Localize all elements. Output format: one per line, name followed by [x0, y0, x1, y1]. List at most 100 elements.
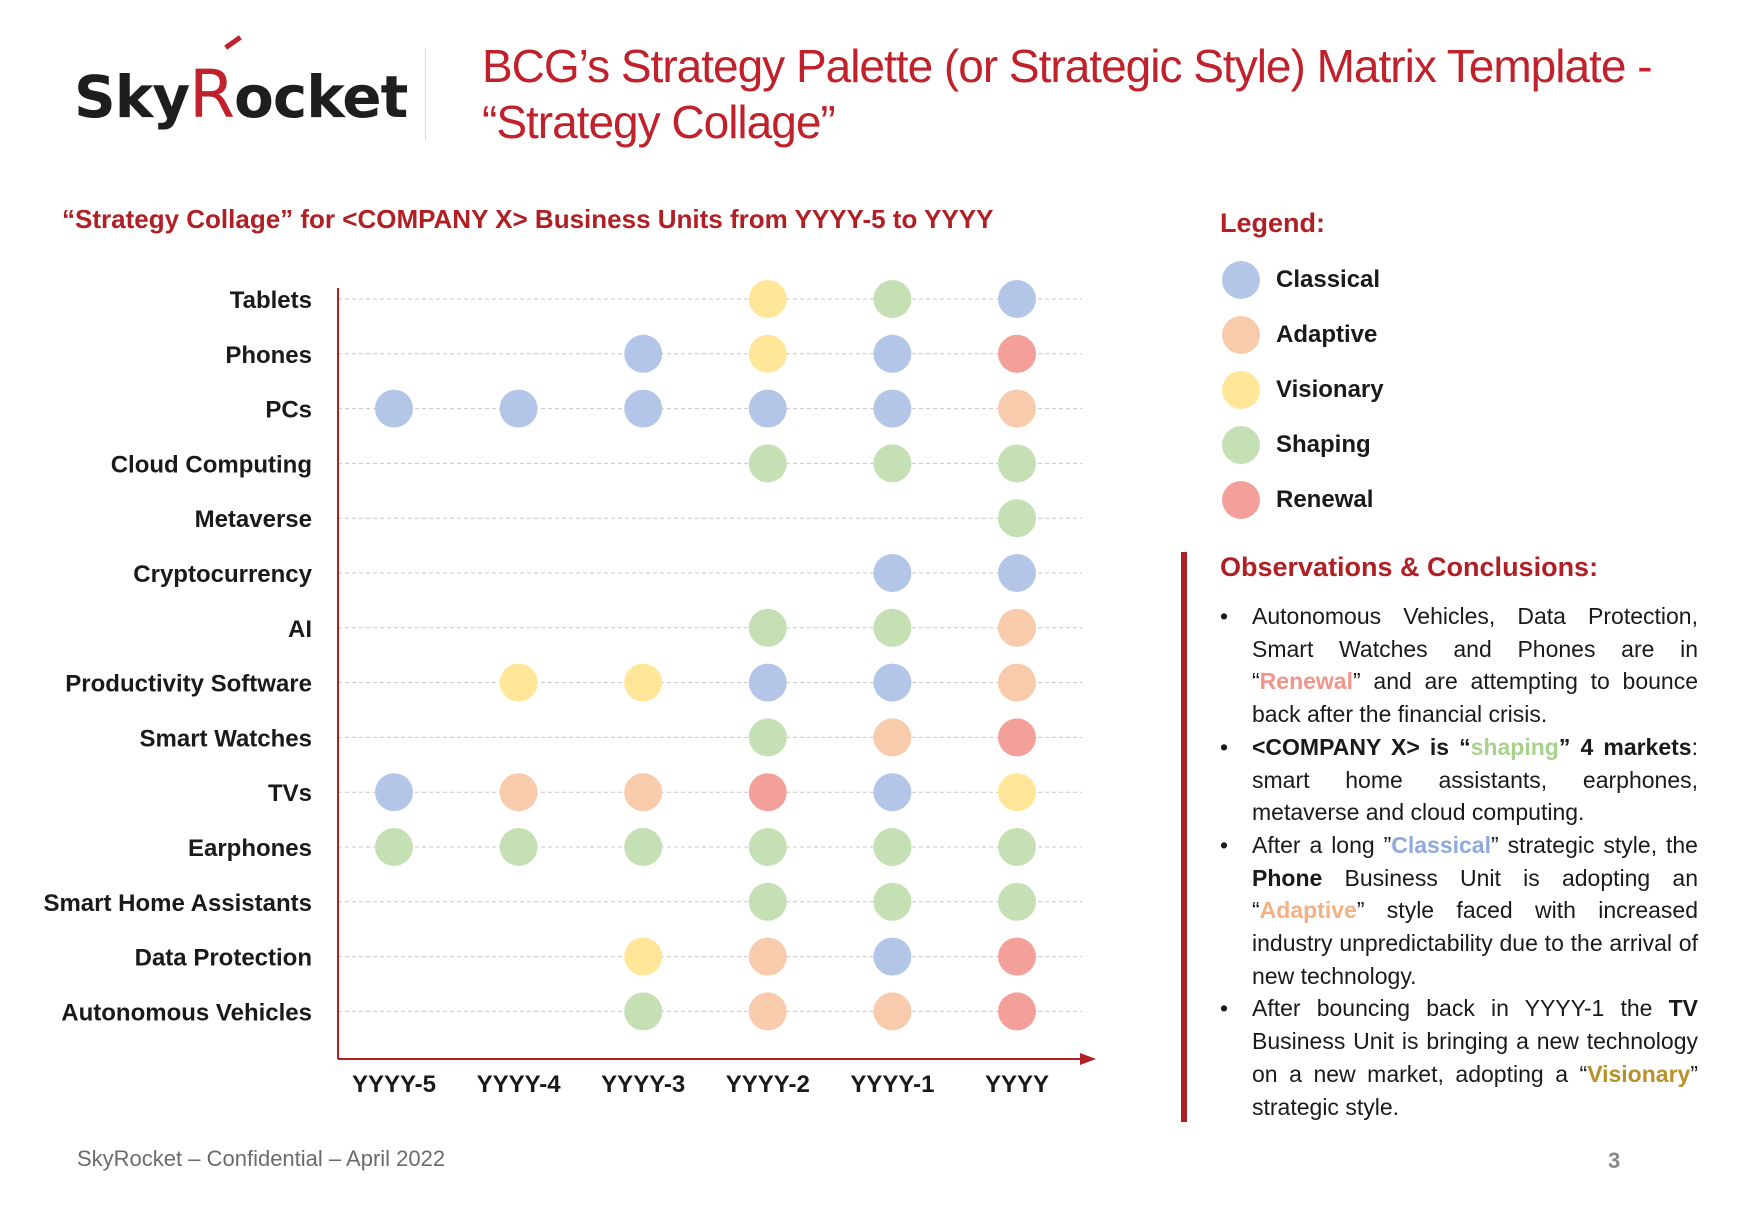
data-point	[748, 663, 787, 702]
observation-bullet-2: <COMPANY X> is “shaping” 4 markets: smar…	[1220, 731, 1698, 829]
data-point	[375, 389, 413, 428]
keyword-adaptive: Adaptive	[1259, 897, 1357, 924]
y-tick-label: Cryptocurrency	[133, 561, 312, 588]
data-point	[873, 608, 912, 647]
data-point	[748, 718, 787, 757]
keyword-classical: Classical	[1391, 831, 1491, 858]
y-tick-label: Data Protection	[135, 945, 312, 972]
y-tick-label: Smart Watches	[140, 725, 313, 752]
y-tick-label: Tablets	[230, 287, 312, 314]
data-point	[499, 389, 538, 428]
data-point	[499, 663, 538, 702]
data-point	[748, 992, 787, 1031]
legend-label: Classical	[1276, 266, 1381, 293]
observation-bullet-4: After bouncing back in YYYY-1 the TV Bus…	[1220, 992, 1698, 1123]
data-point	[748, 389, 787, 428]
legend-item-adaptive: Adaptive	[1222, 315, 1377, 355]
data-point	[998, 499, 1036, 538]
legend-label: Shaping	[1276, 431, 1371, 458]
legend-item-shaping: Shaping	[1222, 425, 1371, 465]
x-axis-arrow	[1080, 1053, 1096, 1065]
x-tick-label: YYYY-5	[352, 1071, 436, 1098]
page-number: 3	[1608, 1148, 1621, 1173]
legend-label: Adaptive	[1276, 321, 1378, 348]
data-point	[873, 828, 912, 866]
observations-title: Observations & Conclusions:	[1220, 552, 1599, 582]
data-point	[873, 334, 912, 373]
data-point	[624, 773, 663, 812]
data-point	[998, 280, 1036, 318]
footer-confidential: SkyRocket – Confidential – April 2022	[77, 1146, 446, 1171]
legend-item-visionary: Visionary	[1222, 370, 1384, 410]
data-point	[998, 444, 1036, 483]
y-tick-label: Productivity Software	[65, 671, 312, 698]
keyword-renewal: Renewal	[1259, 668, 1353, 695]
skyrocket-logo: SkyRocket	[74, 35, 408, 136]
legend-item-classical: Classical	[1222, 260, 1380, 300]
logo-part-sky: Sky	[74, 63, 190, 131]
y-tick-label: Metaverse	[195, 506, 312, 533]
observations-accent-bar	[1181, 552, 1187, 1122]
y-tick-label: Earphones	[188, 835, 312, 862]
legend-swatch-visionary	[1222, 371, 1260, 409]
observation-bullet-1: Autonomous Vehicles, Data Protection, Sm…	[1220, 600, 1698, 731]
logo-text: SkyRocket	[74, 56, 408, 133]
y-tick-label: Cloud Computing	[111, 451, 312, 478]
data-point	[624, 389, 663, 428]
x-tick-label: YYYY-3	[601, 1071, 685, 1098]
x-tick-label: YYYY	[985, 1071, 1049, 1098]
data-point	[873, 389, 912, 428]
data-point	[748, 280, 787, 318]
data-point	[748, 882, 787, 921]
data-point	[873, 663, 912, 702]
data-point	[375, 828, 413, 866]
logo-accent-mark	[224, 35, 242, 50]
data-point	[998, 334, 1036, 373]
header-divider	[425, 48, 426, 140]
y-tick-label: AI	[288, 616, 312, 643]
data-point	[873, 280, 912, 318]
data-point	[499, 828, 538, 866]
page-title: BCG’s Strategy Palette (or Strategic Sty…	[482, 40, 1653, 148]
x-tick-label: YYYY-1	[850, 1071, 934, 1098]
strategy-collage-chart: Tablets Phones PCs Cloud Computing Metaverse…	[43, 280, 1096, 1098]
logo-part-ocket: ocket	[234, 63, 408, 131]
legend-swatch-adaptive	[1222, 316, 1260, 354]
x-tick-label: YYYY-4	[477, 1071, 562, 1098]
data-point	[873, 554, 912, 592]
data-point	[873, 444, 912, 483]
data-point	[624, 334, 663, 373]
observation-bullet-3: After a long ”Classical” strategic style…	[1220, 829, 1698, 993]
data-point	[624, 663, 663, 702]
legend-swatch-shaping	[1222, 426, 1260, 464]
data-point	[624, 828, 663, 866]
keyword-visionary: Visionary	[1587, 1060, 1691, 1087]
data-point	[748, 444, 787, 483]
data-point	[748, 773, 787, 812]
data-point	[873, 718, 912, 757]
data-point	[873, 937, 912, 976]
legend-swatch-classical	[1222, 261, 1260, 299]
data-point	[748, 937, 787, 976]
data-point	[998, 828, 1036, 866]
data-point	[998, 718, 1036, 757]
observations-list: Autonomous Vehicles, Data Protection, Sm…	[1220, 600, 1698, 1123]
data-point	[998, 554, 1036, 592]
data-point	[375, 773, 413, 812]
data-point	[624, 992, 663, 1031]
data-point	[873, 773, 912, 812]
data-point	[873, 992, 912, 1031]
y-tick-label: TVs	[268, 780, 312, 807]
data-point	[998, 937, 1036, 976]
data-point	[748, 828, 787, 866]
data-point	[998, 773, 1036, 812]
data-point	[499, 773, 538, 812]
x-tick-label: YYYY-2	[726, 1071, 810, 1098]
legend-swatch-renewal	[1222, 481, 1260, 519]
chart-title: “Strategy Collage” for <COMPANY X> Busin…	[62, 204, 994, 234]
legend-label: Renewal	[1276, 486, 1374, 513]
data-point	[748, 608, 787, 647]
y-tick-label: Smart Home Assistants	[43, 890, 312, 917]
data-point	[998, 882, 1036, 921]
y-tick-label: Autonomous Vehicles	[61, 999, 312, 1026]
